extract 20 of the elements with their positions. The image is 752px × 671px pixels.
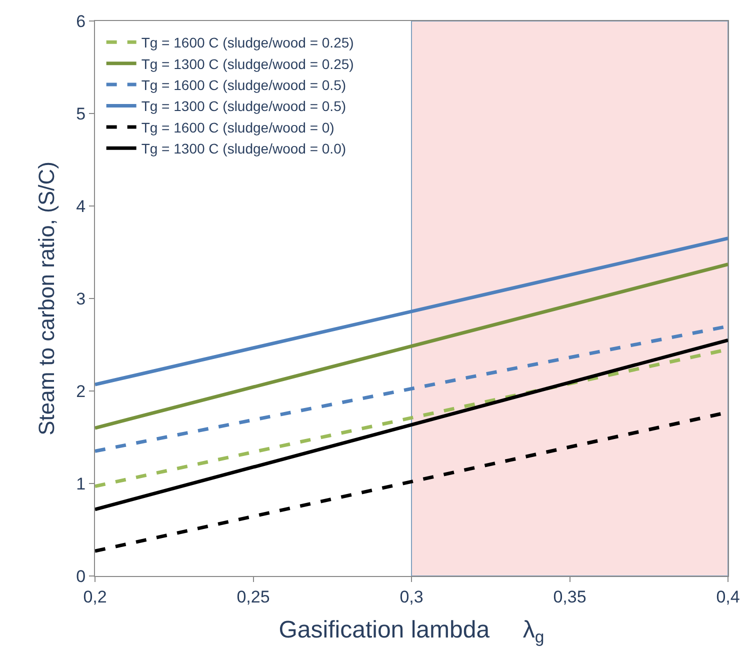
y-tick-label: 6 [76, 12, 86, 31]
y-tick-label: 0 [76, 566, 86, 586]
y-tick-label: 5 [76, 104, 86, 124]
y-tick-label: 1 [76, 474, 86, 494]
y-tick-label: 2 [76, 382, 86, 401]
legend-label: Tg = 1300 C (sludge/wood = 0.25) [141, 56, 354, 72]
x-axis-title: Gasification lambda λ$_{g}$ [278, 616, 544, 647]
legend-label: Tg = 1300 C (sludge/wood = 0.5) [141, 98, 346, 114]
y-tick-label: 3 [76, 289, 86, 308]
legend-label: Tg = 1600 C (sludge/wood = 0.5) [141, 77, 346, 94]
x-tick-label: 0,35 [553, 587, 586, 606]
x-tick-label: 0,2 [83, 587, 107, 606]
y-tick-label: 4 [76, 196, 86, 216]
x-tick-label: 0,25 [236, 587, 270, 606]
legend-label: Tg = 1600 C (sludge/wood = 0) [141, 119, 334, 136]
legend-label: Tg = 1300 C (sludge/wood = 0.0) [141, 140, 346, 157]
x-tick-label: 0,3 [400, 587, 424, 606]
x-tick-label: 0,4 [716, 587, 740, 606]
legend-label: Tg = 1600 C (sludge/wood = 0.25) [141, 34, 354, 51]
y-axis-title: Steam to carbon ratio, (S/C) [34, 162, 59, 436]
